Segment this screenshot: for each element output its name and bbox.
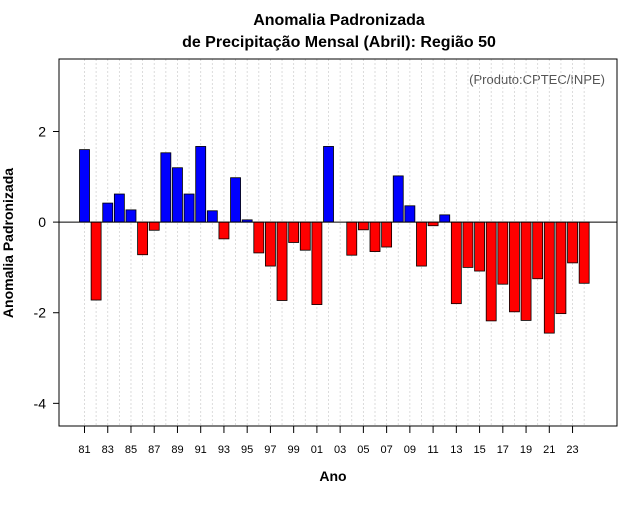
bar-10 xyxy=(416,221,427,267)
x-tick-label: 89 xyxy=(171,444,183,456)
bar-88 xyxy=(160,152,172,223)
bar-92 xyxy=(206,210,218,223)
bar-86 xyxy=(137,221,149,256)
bar-13 xyxy=(450,221,462,305)
bar-91 xyxy=(195,146,207,223)
bar-22 xyxy=(555,221,567,315)
x-tick-label: 23 xyxy=(566,444,578,456)
x-tick-label: 87 xyxy=(148,444,160,456)
bar-02 xyxy=(323,146,334,223)
bar-84 xyxy=(113,193,125,223)
bar-89 xyxy=(172,167,183,223)
bar-17 xyxy=(497,221,509,285)
x-tick-label: 01 xyxy=(311,444,323,456)
chart-subtitle: de Precipitação Mensal (Abril): Região 5… xyxy=(182,34,496,51)
bar-18 xyxy=(509,221,520,313)
plot-frame xyxy=(58,58,618,427)
y-tick-label: -4 xyxy=(34,395,47,411)
x-axis-title: Ano xyxy=(319,468,346,484)
bar-83 xyxy=(102,202,114,223)
bar-12 xyxy=(439,214,451,223)
x-tick-label: 83 xyxy=(102,444,114,456)
bar-90 xyxy=(183,193,195,223)
x-tick-label: 03 xyxy=(334,444,346,456)
bar-07 xyxy=(381,221,393,248)
bar-85 xyxy=(125,209,137,223)
bar-11 xyxy=(427,221,439,227)
bar-94 xyxy=(230,177,241,223)
bar-19 xyxy=(520,221,532,321)
axes-group: -4 -2 0 2 81 83 85 87 89 91 93 95 97 99 01 03 05 07 09 11 13… xyxy=(34,58,618,456)
bar-96 xyxy=(253,221,265,254)
x-tick-label: 15 xyxy=(473,444,485,456)
x-tick-label: 93 xyxy=(218,444,230,456)
bar-99 xyxy=(288,221,300,243)
x-tick-label: 99 xyxy=(288,444,300,456)
bar-98 xyxy=(276,221,288,301)
bar-97 xyxy=(265,221,276,267)
y-tick-label: 2 xyxy=(38,123,46,139)
bar-06 xyxy=(369,221,381,252)
x-tick-label: 81 xyxy=(78,444,90,456)
bar-14 xyxy=(462,221,474,268)
x-tick-label: 13 xyxy=(450,444,462,456)
bars-group xyxy=(79,146,590,334)
x-tick-label: 97 xyxy=(264,444,276,456)
bar-21 xyxy=(543,221,555,334)
bar-81 xyxy=(79,149,90,223)
y-tick-label: 0 xyxy=(38,214,46,230)
bar-82 xyxy=(90,221,102,301)
x-tick-label: 17 xyxy=(497,444,509,456)
chart-title: Anomalia Padronizada xyxy=(253,12,425,29)
source-annotation: (Produto:CPTEC/INPE) xyxy=(469,72,605,87)
bar-15 xyxy=(474,221,485,272)
y-axis-title: Anomalia Padronizada xyxy=(0,168,16,318)
bar-08 xyxy=(392,175,404,223)
x-tick-label: 11 xyxy=(427,444,438,456)
y-tick-label: -2 xyxy=(34,305,47,321)
x-tick-label: 91 xyxy=(195,444,207,456)
bar-20 xyxy=(532,221,544,280)
bar-24 xyxy=(578,221,590,284)
bar-23 xyxy=(567,221,578,264)
x-tick-label: 21 xyxy=(543,444,555,456)
bar-93 xyxy=(218,221,230,240)
bar-05 xyxy=(357,221,369,231)
x-tick-label: 05 xyxy=(357,444,369,456)
grid-lines xyxy=(84,59,585,426)
bar-09 xyxy=(404,205,416,223)
x-tick-label: 09 xyxy=(404,444,416,456)
bar-01 xyxy=(311,221,323,305)
bar-87 xyxy=(148,221,160,231)
x-tick-label: 95 xyxy=(241,444,253,456)
bar-00 xyxy=(299,221,311,251)
bar-04 xyxy=(346,221,358,256)
x-tick-label: 85 xyxy=(125,444,137,456)
bar-16 xyxy=(485,221,497,322)
x-tick-label: 19 xyxy=(520,444,532,456)
x-tick-label: 07 xyxy=(380,444,392,456)
